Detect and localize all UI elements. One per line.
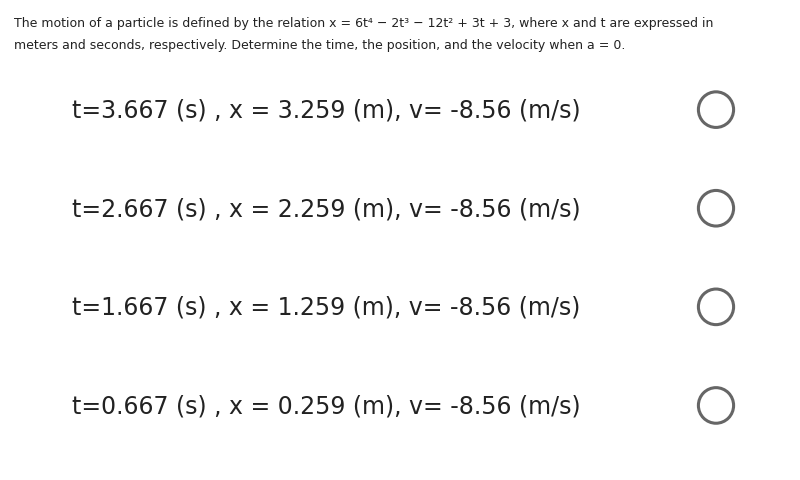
Text: meters and seconds, respectively. Determine the time, the position, and the velo: meters and seconds, respectively. Determ…: [14, 39, 626, 52]
Text: t=1.667 (s) , x = 1.259 (m), v= -8.56 (m/s): t=1.667 (s) , x = 1.259 (m), v= -8.56 (m…: [72, 295, 580, 319]
Text: t=0.667 (s) , x = 0.259 (m), v= -8.56 (m/s): t=0.667 (s) , x = 0.259 (m), v= -8.56 (m…: [72, 394, 581, 418]
Text: t=3.667 (s) , x = 3.259 (m), v= -8.56 (m/s): t=3.667 (s) , x = 3.259 (m), v= -8.56 (m…: [72, 98, 581, 122]
Text: The motion of a particle is defined by the relation x = 6t⁴ − 2t³ − 12t² + 3t + : The motion of a particle is defined by t…: [14, 17, 714, 30]
Text: t=2.667 (s) , x = 2.259 (m), v= -8.56 (m/s): t=2.667 (s) , x = 2.259 (m), v= -8.56 (m…: [72, 197, 581, 221]
